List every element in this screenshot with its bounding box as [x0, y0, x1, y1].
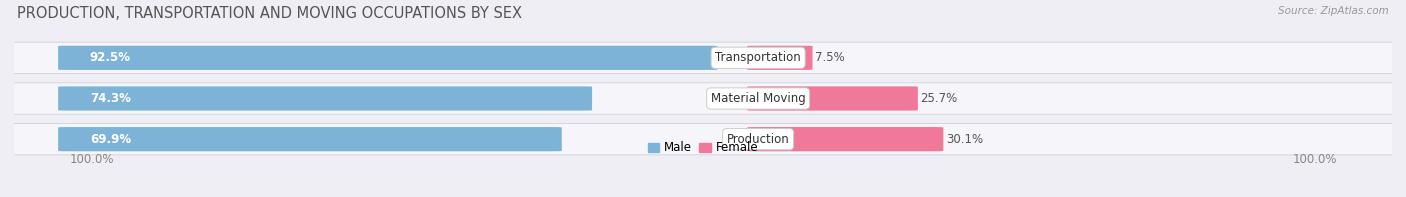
FancyBboxPatch shape — [0, 124, 1406, 155]
FancyBboxPatch shape — [0, 83, 1406, 114]
FancyBboxPatch shape — [747, 127, 943, 151]
Text: 100.0%: 100.0% — [1292, 153, 1337, 166]
Text: 74.3%: 74.3% — [90, 92, 131, 105]
Text: Transportation: Transportation — [716, 51, 801, 64]
Text: 25.7%: 25.7% — [921, 92, 957, 105]
Text: Material Moving: Material Moving — [711, 92, 806, 105]
Text: 92.5%: 92.5% — [90, 51, 131, 64]
Text: Production: Production — [727, 133, 790, 146]
Text: PRODUCTION, TRANSPORTATION AND MOVING OCCUPATIONS BY SEX: PRODUCTION, TRANSPORTATION AND MOVING OC… — [17, 6, 522, 21]
Text: 7.5%: 7.5% — [815, 51, 845, 64]
Legend: Male, Female: Male, Female — [648, 141, 758, 154]
FancyBboxPatch shape — [747, 86, 918, 111]
FancyBboxPatch shape — [747, 46, 813, 70]
FancyBboxPatch shape — [58, 127, 562, 151]
Text: 69.9%: 69.9% — [90, 133, 131, 146]
FancyBboxPatch shape — [58, 46, 717, 70]
Text: Source: ZipAtlas.com: Source: ZipAtlas.com — [1278, 6, 1389, 16]
Text: 30.1%: 30.1% — [946, 133, 983, 146]
FancyBboxPatch shape — [0, 42, 1406, 73]
FancyBboxPatch shape — [58, 86, 592, 111]
Text: 100.0%: 100.0% — [69, 153, 114, 166]
